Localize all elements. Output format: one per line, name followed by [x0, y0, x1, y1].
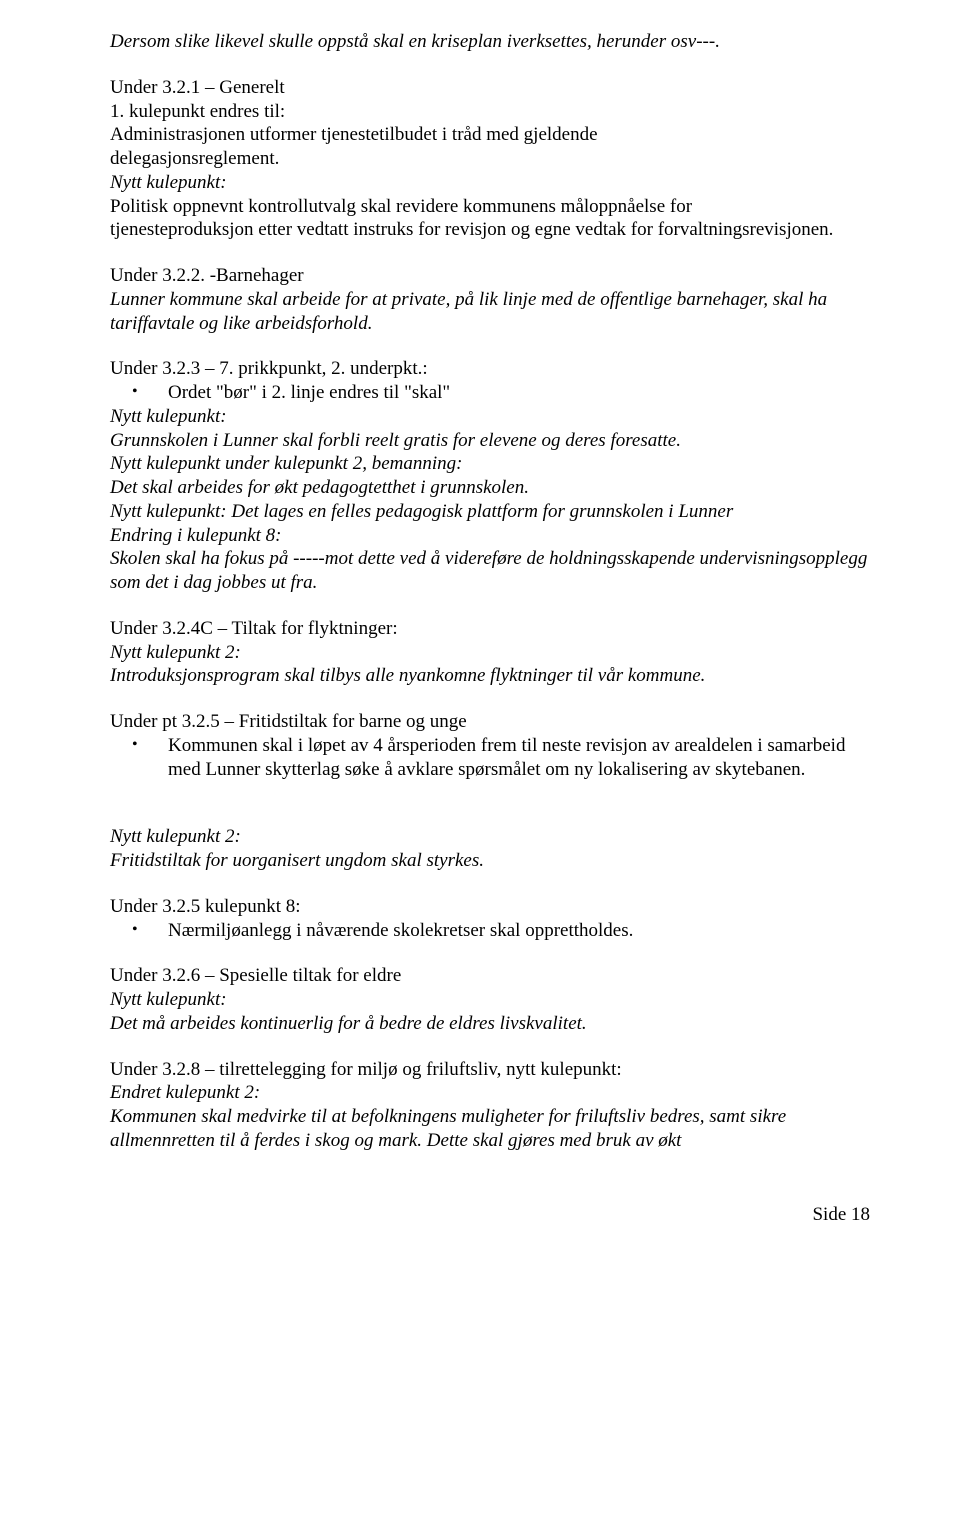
heading-328: Under 3.2.8 – tilrettelegging for miljø … [110, 1058, 870, 1082]
heading-325k8: Under 3.2.5 kulepunkt 8: [110, 895, 870, 919]
heading-324c: Under 3.2.4C – Tiltak for flyktninger: [110, 617, 870, 641]
text-323-d: Nytt kulepunkt under kulepunkt 2, bemann… [110, 452, 870, 476]
text-325-c: Fritidstiltak for uorganisert ungdom ska… [110, 849, 870, 873]
bullet-325k8-text: Nærmiljøanlegg i nåværende skolekretser … [168, 919, 870, 943]
text-323-g: Endring i kulepunkt 8: [110, 524, 870, 548]
bullet-325k8: • Nærmiljøanlegg i nåværende skolekretse… [132, 919, 870, 943]
text-323-f: Nytt kulepunkt: Det lages en felles peda… [110, 500, 870, 524]
text-325-b: Nytt kulepunkt 2: [110, 825, 870, 849]
text-321-line2: Administrasjonen utformer tjenestetilbud… [110, 123, 870, 147]
text-324c-b: Introduksjonsprogram skal tilbys alle ny… [110, 664, 870, 688]
text-328-a: Endret kulepunkt 2: [110, 1081, 870, 1105]
bullet-323-1-text: Ordet "bør" i 2. linje endres til "skal" [168, 381, 870, 405]
heading-325a: Under pt 3.2.5 – Fritidstiltak for barne… [110, 710, 870, 734]
heading-321: Under 3.2.1 – Generelt [110, 76, 870, 100]
text-326-b: Det må arbeides kontinuerlig for å bedre… [110, 1012, 870, 1036]
text-328-b: Kommunen skal medvirke til at befolkning… [110, 1105, 870, 1153]
heading-323: Under 3.2.3 – 7. prikkpunkt, 2. underpkt… [110, 357, 870, 381]
heading-322: Under 3.2.2. -Barnehager [110, 264, 870, 288]
text-321-nytt: Nytt kulepunkt: [110, 171, 870, 195]
bullet-icon: • [132, 734, 168, 756]
text-323-h: Skolen skal ha fokus på -----mot dette v… [110, 547, 870, 595]
text-323-e: Det skal arbeides for økt pedagogtetthet… [110, 476, 870, 500]
page-footer: Side 18 [110, 1203, 870, 1227]
bullet-icon: • [132, 919, 168, 941]
intro-italic: Dersom slike likevel skulle oppstå skal … [110, 30, 870, 54]
text-323-nytt1: Nytt kulepunkt: [110, 405, 870, 429]
bullet-323-1: • Ordet "bør" i 2. linje endres til "ska… [132, 381, 870, 405]
text-323-c: Grunnskolen i Lunner skal forbli reelt g… [110, 429, 870, 453]
text-326-a: Nytt kulepunkt: [110, 988, 870, 1012]
bullet-325a-text: Kommunen skal i løpet av 4 årsperioden f… [168, 734, 870, 782]
text-322: Lunner kommune skal arbeide for at priva… [110, 288, 870, 336]
text-321-line4: Politisk oppnevnt kontrollutvalg skal re… [110, 195, 870, 219]
bullet-icon: • [132, 381, 168, 403]
text-321-line5: tjenesteproduksjon etter vedtatt instruk… [110, 218, 870, 242]
text-324c-a: Nytt kulepunkt 2: [110, 641, 870, 665]
text-321-line1: 1. kulepunkt endres til: [110, 100, 870, 124]
bullet-325a: • Kommunen skal i løpet av 4 årsperioden… [132, 734, 870, 782]
heading-326: Under 3.2.6 – Spesielle tiltak for eldre [110, 964, 870, 988]
text-321-line3: delegasjonsreglement. [110, 147, 870, 171]
